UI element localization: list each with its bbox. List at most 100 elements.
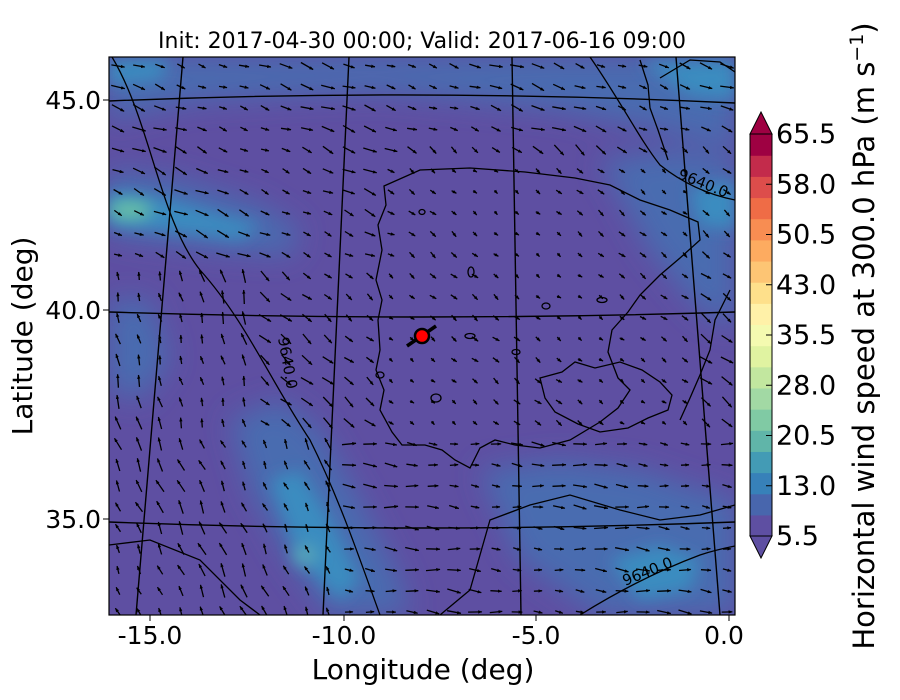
wind-vector-arrow bbox=[489, 84, 503, 90]
wind-vector-arrow bbox=[323, 293, 333, 301]
wind-vector-arrow bbox=[301, 354, 313, 366]
wind-vector-arrow bbox=[509, 64, 525, 69]
wind-vector-arrow bbox=[240, 584, 248, 598]
wind-vector-arrow bbox=[218, 126, 228, 132]
wind-vector-arrow bbox=[598, 209, 604, 217]
wind-vector-arrow bbox=[388, 399, 394, 404]
wind-vector-arrow bbox=[388, 294, 394, 300]
wind-vector-arrow bbox=[221, 418, 225, 428]
wind-vector-arrow bbox=[429, 273, 437, 279]
wind-vector-arrow bbox=[260, 148, 270, 152]
colorbar-band bbox=[750, 260, 772, 283]
wind-vector-arrow bbox=[493, 253, 499, 257]
wind-vector-arrow bbox=[239, 605, 247, 615]
wind-vector-arrow bbox=[535, 168, 541, 174]
wind-vector-arrow bbox=[321, 377, 335, 385]
wind-vector-arrow bbox=[636, 589, 651, 593]
wind-vector-arrow bbox=[262, 564, 268, 576]
wind-vector-arrow bbox=[450, 357, 458, 363]
colorbar-band bbox=[750, 155, 772, 177]
wind-vector-arrow bbox=[113, 188, 123, 196]
small-lake bbox=[464, 332, 476, 340]
wind-vector-arrow bbox=[639, 84, 648, 90]
wind-vector-arrow bbox=[241, 354, 247, 366]
wind-vector-arrow bbox=[158, 334, 162, 344]
wind-vector-arrow bbox=[343, 189, 356, 195]
wind-vector-arrow bbox=[320, 106, 336, 111]
wind-vector-arrow bbox=[199, 500, 205, 514]
wind-vector-arrow bbox=[555, 419, 563, 427]
wind-vector-arrow bbox=[365, 589, 375, 593]
wind-vector-arrow bbox=[681, 315, 689, 321]
wind-vector-arrow bbox=[239, 85, 249, 89]
wind-vector-arrow bbox=[262, 482, 268, 490]
wind-vector-arrow bbox=[386, 104, 396, 112]
wind-vector-arrow bbox=[178, 585, 184, 597]
wind-vector-arrow bbox=[407, 63, 417, 69]
wind-vector-arrow bbox=[137, 543, 141, 554]
wind-vector-arrow bbox=[577, 231, 583, 237]
colorbar-band bbox=[750, 134, 772, 156]
wind-vector-arrow bbox=[469, 567, 482, 573]
wind-vector-arrow bbox=[468, 588, 482, 594]
wind-vector-arrow bbox=[598, 399, 604, 405]
small-lake bbox=[418, 208, 426, 216]
wind-vector-arrow bbox=[722, 168, 732, 174]
wind-vector-arrow bbox=[638, 127, 648, 131]
wind-vector-arrow bbox=[493, 399, 499, 405]
wind-vector-arrow bbox=[449, 484, 459, 488]
wind-vector-arrow bbox=[511, 146, 523, 154]
wind-vector-arrow bbox=[199, 376, 205, 385]
colorbar-band bbox=[750, 218, 772, 241]
wind-vector-arrow bbox=[596, 85, 607, 89]
wind-vector-arrow bbox=[702, 209, 710, 217]
wind-vector-arrow bbox=[448, 526, 461, 530]
wind-vector-arrow bbox=[493, 189, 498, 195]
wind-vector-arrow bbox=[575, 589, 585, 593]
wind-vector-arrow bbox=[615, 483, 629, 489]
wind-vector-arrow bbox=[260, 270, 270, 282]
wind-vector-arrow bbox=[323, 210, 333, 216]
wind-vector-arrow bbox=[661, 189, 667, 195]
wind-vector-arrow bbox=[532, 484, 545, 488]
wind-vector-arrow bbox=[259, 232, 271, 236]
wind-vector-arrow bbox=[471, 293, 479, 301]
wind-vector-arrow bbox=[595, 589, 607, 594]
wind-vector-arrow bbox=[681, 378, 689, 384]
wind-vector-arrow bbox=[618, 252, 626, 258]
wind-vector-arrow bbox=[450, 126, 459, 132]
colorbar-min-extend bbox=[749, 535, 773, 560]
wind-vector-arrow bbox=[573, 504, 587, 510]
wind-vector-arrow bbox=[555, 189, 563, 195]
wind-vector-arrow bbox=[552, 505, 566, 510]
wind-vector-arrow bbox=[409, 294, 415, 300]
wind-vector-arrow bbox=[323, 417, 333, 429]
wind-vector-arrow bbox=[598, 420, 604, 426]
wind-vector-arrow bbox=[178, 270, 184, 282]
site-marker bbox=[406, 324, 437, 348]
wind-vector-arrow bbox=[534, 399, 542, 405]
wind-vector-arrow bbox=[220, 460, 226, 470]
wind-vector-arrow bbox=[218, 63, 228, 69]
wind-vector-arrow bbox=[240, 126, 248, 132]
wind-vector-arrow bbox=[721, 125, 733, 133]
x-axis-label: Longitude (deg) bbox=[312, 653, 535, 686]
wind-vector-arrow bbox=[701, 418, 711, 428]
wind-vector-arrow bbox=[384, 526, 399, 530]
wind-vector-arrow bbox=[636, 526, 650, 530]
wind-vector-arrow bbox=[721, 376, 733, 386]
wind-vector-arrow bbox=[639, 294, 647, 300]
wind-vector-arrow bbox=[153, 105, 167, 111]
plot-title: Init: 2017-04-30 00:00; Valid: 2017-06-1… bbox=[158, 29, 686, 54]
wind-vector-arrow bbox=[113, 253, 123, 257]
wind-vector-arrow bbox=[531, 463, 545, 468]
wind-vector-arrow bbox=[619, 399, 625, 404]
wind-vector-arrow bbox=[451, 420, 456, 426]
wind-vector-arrow bbox=[721, 396, 733, 408]
wind-vector-arrow bbox=[242, 289, 246, 305]
wind-vector-arrow bbox=[178, 499, 184, 514]
wind-vector-arrow bbox=[345, 314, 353, 322]
wind-vector-arrow bbox=[280, 105, 292, 111]
wind-vector-arrow bbox=[595, 442, 608, 446]
wind-vector-arrow bbox=[195, 209, 209, 217]
